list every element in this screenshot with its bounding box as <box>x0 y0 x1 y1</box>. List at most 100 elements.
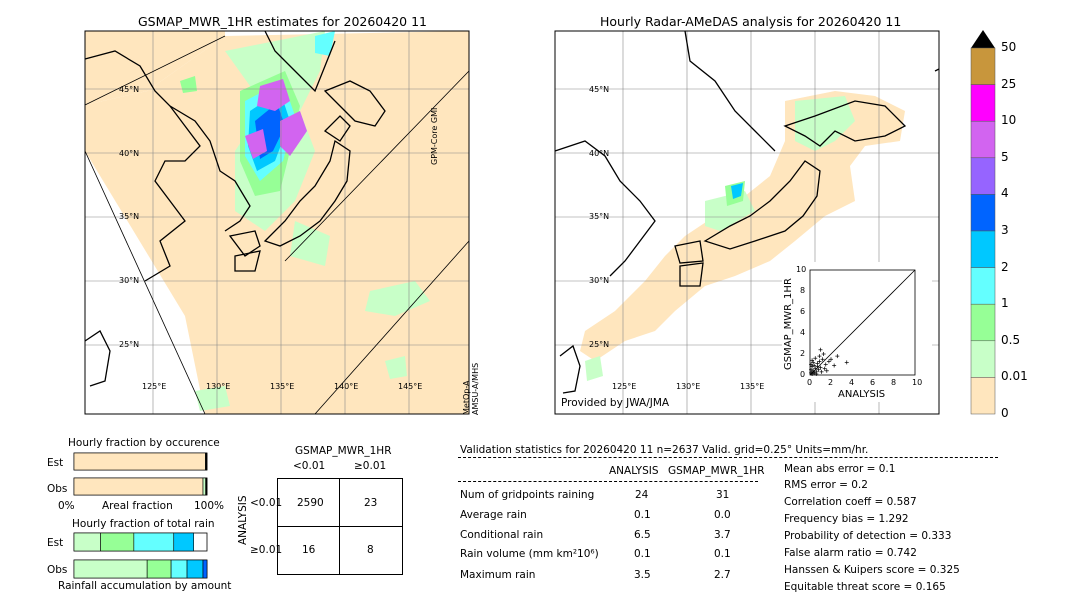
scatter-point <box>818 365 823 370</box>
validation-row-b: 2.7 <box>714 569 731 581</box>
left-lon-145: 145°E <box>398 382 423 391</box>
scatter-point <box>819 369 824 374</box>
left-lat-45: 45°N <box>119 85 140 94</box>
right-analysis-area <box>580 91 905 361</box>
scatter-xtick: 6 <box>870 378 876 387</box>
score-ets: Equitable threat score = 0.165 <box>784 581 946 593</box>
colorbar-segment <box>970 157 996 195</box>
scatter-xlabel: ANALYSIS <box>838 389 886 400</box>
fraction-segment <box>133 532 175 552</box>
scatter-xtick: 2 <box>828 378 834 387</box>
occurence-tick-0: 0% <box>58 500 75 512</box>
scatter-point <box>814 371 819 376</box>
left-map-title: GSMAP_MWR_1HR estimates for 20260420 11 <box>138 14 427 29</box>
scatter-point <box>813 366 818 371</box>
fraction-segment <box>205 477 208 496</box>
score-mae: Mean abs error = 0.1 <box>784 463 896 475</box>
totalrain-bars <box>73 532 208 579</box>
score-far: False alarm ratio = 0.742 <box>784 547 917 559</box>
right-map-credit: Provided by JWA/JMA <box>561 397 670 409</box>
colorbar-segment <box>970 340 996 378</box>
scatter-point <box>824 368 829 373</box>
fraction-segment <box>186 559 204 579</box>
left-swath <box>85 31 469 414</box>
colorbar-segment <box>970 377 996 415</box>
colorbar-segment <box>970 230 996 268</box>
colorbar-segment <box>970 303 996 342</box>
scatter-point <box>813 356 818 361</box>
validation-row-a: 0.1 <box>634 548 651 560</box>
contingency-title: GSMAP_MWR_1HR <box>295 445 392 457</box>
scatter-point <box>829 357 833 362</box>
scatter-point <box>835 354 840 359</box>
occurence-title: Hourly fraction by occurence <box>68 437 220 449</box>
validation-row-a: 24 <box>635 489 649 501</box>
contingency-table: 2590 23 16 8 <box>277 478 403 575</box>
scatter-xtick: 0 <box>807 378 813 387</box>
fraction-segment <box>73 559 148 579</box>
contingency-col-lt: <0.01 <box>293 460 326 472</box>
contingency-cell-00: 2590 <box>297 497 324 509</box>
scatter-point <box>817 359 822 364</box>
left-lat-25: 25°N <box>119 340 140 349</box>
colorbar-label: 25 <box>1001 76 1017 91</box>
scatter-point <box>818 347 823 352</box>
left-lon-125: 125°E <box>142 382 167 391</box>
fraction-segment <box>170 559 188 579</box>
right-lat-25: 25°N <box>589 340 610 349</box>
scatter-point <box>817 354 822 359</box>
colorbar-segment <box>970 267 996 305</box>
score-pod: Probability of detection = 0.333 <box>784 530 952 542</box>
scatter-ytick: 2 <box>800 349 806 358</box>
right-map-title: Hourly Radar-AMeDAS analysis for 2026042… <box>600 14 902 29</box>
scatter-point <box>826 359 831 364</box>
occurence-xlabel: Areal fraction <box>102 500 173 512</box>
contingency-cell-11: 8 <box>367 544 374 556</box>
left-lon-135: 135°E <box>270 382 295 391</box>
colorbar-label: 50 <box>1001 40 1017 54</box>
validation-row-b: 0.1 <box>714 548 731 560</box>
scatter-point <box>832 363 837 368</box>
validation-row-label: Num of gridpoints raining <box>460 489 595 501</box>
scatter-point <box>809 362 814 367</box>
colorbar-label: 0 <box>1001 406 1009 420</box>
scatter-point <box>816 367 821 372</box>
scatter-ytick: 8 <box>800 286 806 295</box>
right-lon-125: 125°E <box>612 382 637 391</box>
colorbar-label: 5 <box>1001 149 1009 164</box>
colorbar-over-triangle <box>971 30 995 48</box>
colorbar-label: 10 <box>1001 113 1017 128</box>
scatter-point <box>811 369 816 374</box>
right-lat-40: 40°N <box>589 149 610 158</box>
contingency-row-lt: <0.01 <box>250 497 283 509</box>
fraction-segment <box>173 532 195 552</box>
left-lat-30: 30°N <box>119 276 140 285</box>
contingency-row-ge: ≥0.01 <box>250 544 283 556</box>
scatter-ytick: 10 <box>796 265 807 274</box>
fraction-segment <box>206 452 208 471</box>
validation-row-a: 0.1 <box>634 509 651 521</box>
validation-divider-cols <box>458 481 758 482</box>
scatter-point <box>822 366 827 371</box>
fraction-segment <box>73 477 204 496</box>
scatter-point <box>823 362 828 367</box>
validation-col-analysis: ANALYSIS <box>609 465 659 477</box>
fraction-segment <box>202 477 206 496</box>
scatter-point <box>844 360 849 365</box>
fraction-segment <box>73 452 206 471</box>
scatter-point <box>821 352 826 356</box>
contingency-row-title: ANALYSIS <box>237 495 249 545</box>
totalrain-title: Hourly fraction of total rain <box>72 518 215 530</box>
left-lat-40: 40°N <box>119 149 140 158</box>
left-side-label-bottom: MetOp-A AMSU-A/MHS <box>462 362 480 415</box>
scatter-point <box>812 363 817 368</box>
validation-row-a: 6.5 <box>634 529 651 541</box>
colorbar-segment <box>970 47 996 85</box>
right-lon-135: 135°E <box>740 382 765 391</box>
validation-row-label: Maximum rain <box>460 569 536 581</box>
right-lon-130: 130°E <box>676 382 701 391</box>
occurence-tick-100: 100% <box>194 500 225 512</box>
scatter-point <box>809 367 814 372</box>
totalrain-label-est: Est <box>47 537 64 549</box>
right-lat-45: 45°N <box>589 85 610 94</box>
